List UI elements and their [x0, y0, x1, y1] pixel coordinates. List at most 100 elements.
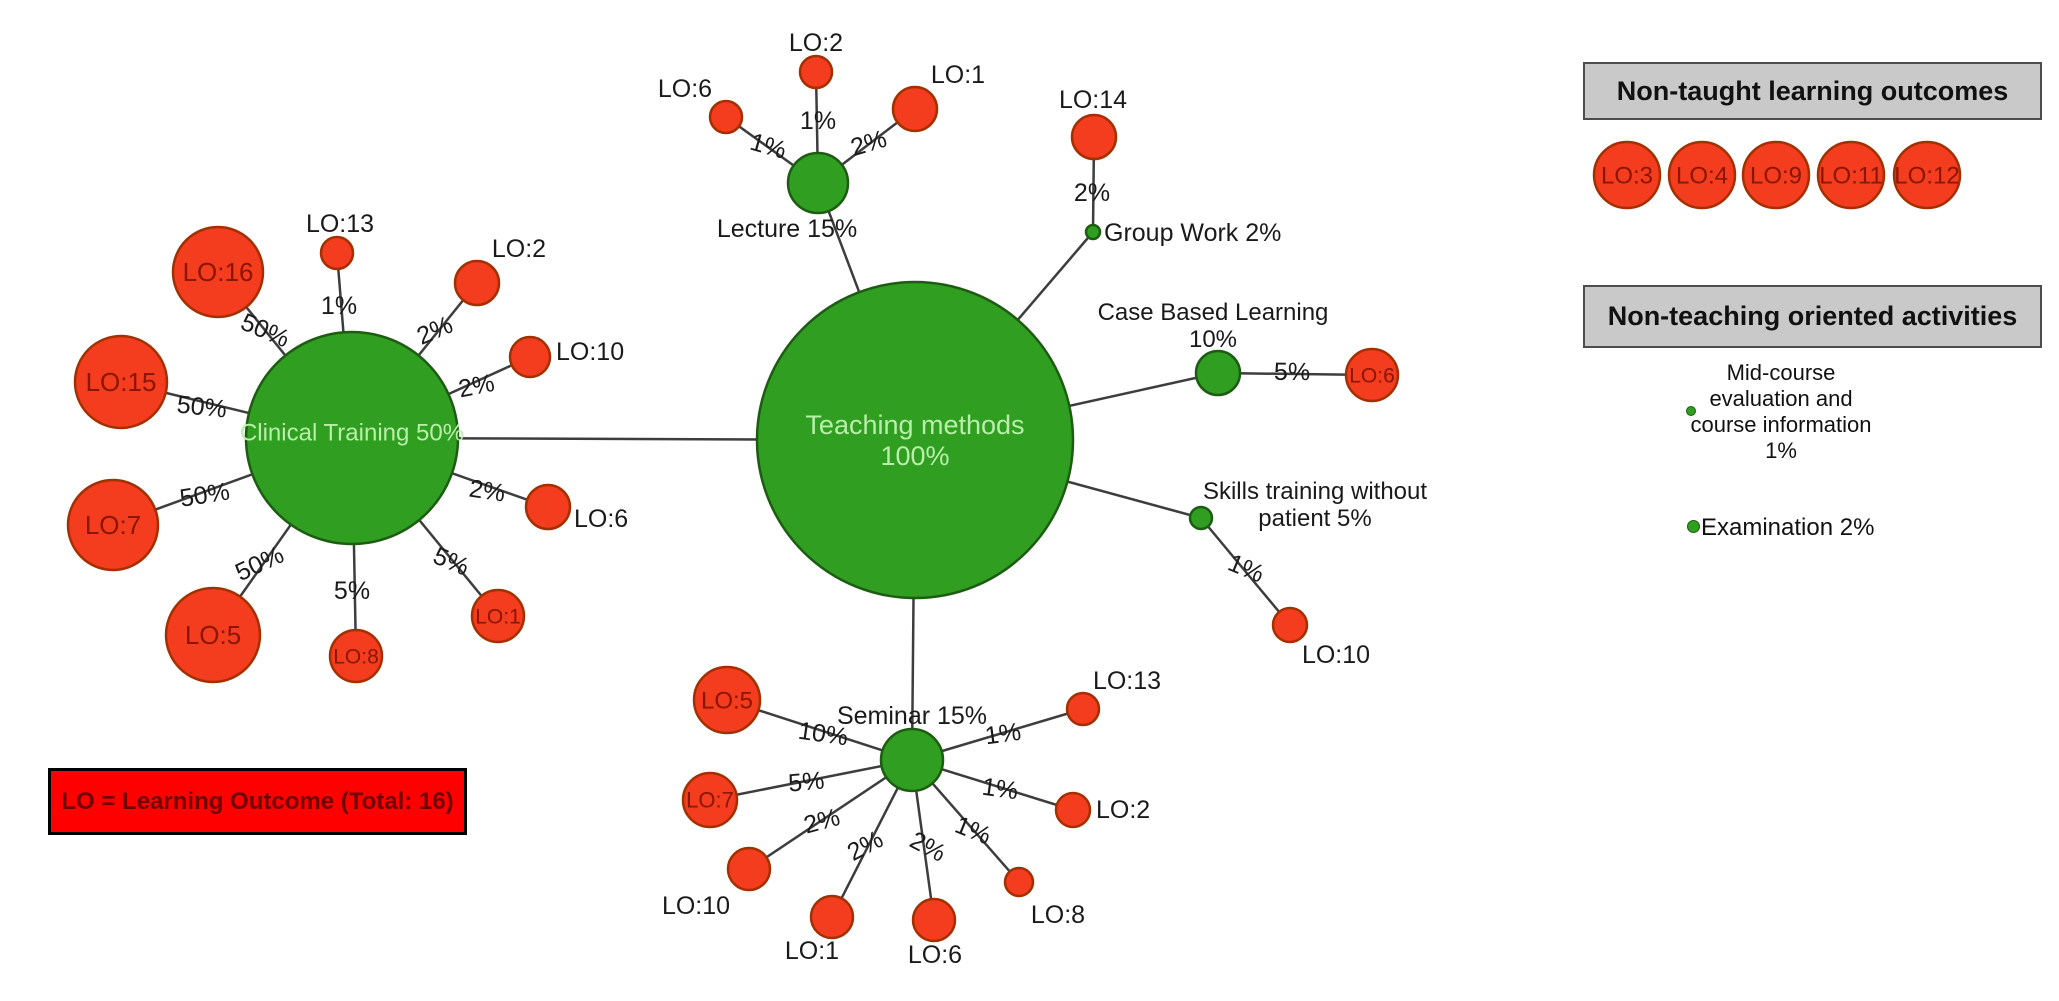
hub-lecture-circle — [786, 151, 850, 215]
l1-label: LO:1 — [931, 61, 985, 89]
satellite-n4-circle — [1667, 140, 1737, 210]
case-label: Case Based Learning 10% — [1098, 299, 1329, 353]
satellite-n11-circle — [1816, 140, 1886, 210]
satellite-n12-circle — [1892, 140, 1962, 210]
hub-seminar-circle — [879, 727, 945, 793]
l6-label: LO:6 — [658, 75, 712, 103]
edge-label-clinical-c6: 2% — [467, 475, 507, 508]
seminar-label: Seminar 15% — [837, 702, 987, 730]
edge-label-seminar-m5: 10% — [796, 717, 849, 752]
edge-label-clinical-c16: 50% — [237, 308, 294, 353]
c2-label: LO:2 — [492, 235, 546, 263]
satellite-g14-circle — [1070, 113, 1118, 161]
satellite-c5-circle — [164, 586, 262, 684]
teaching-label: Teaching methods 100% — [805, 410, 1024, 471]
satellite-c2-circle — [453, 259, 501, 307]
satellite-l1-circle — [891, 85, 939, 133]
satellite-m1-circle — [809, 894, 855, 940]
m6-label: LO:6 — [908, 941, 962, 969]
groupwork-label: Group Work 2% — [1104, 219, 1281, 247]
c5-label: LO:5 — [185, 620, 241, 650]
edge-label-seminar-m8: 1% — [951, 811, 995, 850]
n3-label: LO:3 — [1601, 162, 1653, 189]
mid-course-line-3: course information — [1690, 412, 1872, 437]
hub-clinical-circle — [244, 330, 460, 546]
c1-label: LO:1 — [475, 605, 521, 628]
examination-label: Examination 2% — [1701, 514, 1875, 541]
satellite-c16-circle — [171, 225, 265, 319]
c16-label: LO:16 — [183, 257, 254, 287]
satellite-m5-circle — [692, 665, 762, 735]
satellite-s10-circle — [1271, 606, 1309, 644]
c8-label: LO:8 — [333, 645, 379, 668]
satellite-c8-circle — [328, 628, 384, 684]
satellite-l2-circle — [798, 54, 834, 90]
satellite-m2-circle — [1054, 791, 1092, 829]
satellite-c7-circle — [66, 478, 160, 572]
satellite-l6-circle — [708, 99, 744, 135]
edge-label-clinical-c7: 50% — [178, 477, 232, 512]
satellite-m10-circle — [726, 846, 772, 892]
edge-label-case-k6: 5% — [1274, 358, 1310, 386]
n9-label: LO:9 — [1750, 162, 1802, 189]
l2-label: LO:2 — [789, 29, 843, 57]
clinical-label: Clinical Training 50% — [240, 419, 464, 446]
m2-label: LO:2 — [1096, 796, 1150, 824]
n4-label: LO:4 — [1676, 162, 1728, 189]
c6-label: LO:6 — [574, 505, 628, 533]
edge-label-seminar-m10: 2% — [801, 803, 843, 839]
edge-label-groupwork-g14: 2% — [1074, 179, 1110, 207]
satellite-m8-circle — [1003, 866, 1035, 898]
satellite-m7-circle — [681, 771, 739, 829]
edge-label-clinical-c15: 50% — [175, 390, 228, 423]
c10-label: LO:10 — [556, 338, 624, 366]
edge-seminar-m7 — [709, 758, 913, 802]
mid-course-evaluation-label: Mid-course evaluation and course informa… — [1660, 360, 1902, 464]
edge-label-seminar-m2: 1% — [980, 773, 1020, 806]
edge-label-clinical-c10: 2% — [456, 369, 497, 403]
edge-label-seminar-m1: 2% — [843, 825, 888, 867]
n11-label: LO:11 — [1819, 162, 1883, 189]
g14-label: LO:14 — [1059, 86, 1127, 114]
c7-label: LO:7 — [85, 510, 141, 540]
skills-label: Skills training without patient 5% — [1203, 478, 1427, 532]
edge-label-clinical-c13: 1% — [321, 292, 357, 320]
k6-label: LO:6 — [1349, 364, 1395, 387]
mid-course-line-4: 1% — [1765, 438, 1797, 463]
m10-label: LO:10 — [662, 892, 730, 920]
lo-legend-text: LO = Learning Outcome (Total: 16) — [61, 787, 454, 815]
lo-legend-box: LO = Learning Outcome (Total: 16) — [48, 768, 467, 835]
non-teaching-activities-title: Non-teaching oriented activities — [1607, 301, 2018, 331]
edge-label-lecture-l6: 1% — [747, 128, 789, 165]
edge-label-lecture-l1: 2% — [847, 125, 890, 162]
mid-course-evaluation-dot — [1686, 406, 1696, 416]
satellite-c1-circle — [470, 588, 526, 644]
edge-label-seminar-m6: 2% — [905, 826, 950, 868]
m1-label: LO:1 — [785, 937, 839, 965]
edge-label-seminar-m7: 5% — [787, 767, 825, 798]
edge-label-clinical-c5: 50% — [231, 541, 288, 587]
c13-label: LO:13 — [306, 210, 374, 238]
hub-groupwork-circle — [1084, 223, 1102, 241]
m5-label: LO:5 — [701, 687, 753, 714]
m8-label: LO:8 — [1031, 901, 1085, 929]
satellite-m6-circle — [911, 897, 957, 943]
non-taught-outcomes-title: Non-taught learning outcomes — [1616, 75, 2009, 106]
s10-label: LO:10 — [1302, 641, 1370, 669]
edge-seminar-m10 — [748, 758, 913, 871]
hub-teaching-circle — [755, 280, 1075, 600]
satellite-c10-circle — [508, 335, 552, 379]
satellite-k6-circle — [1344, 347, 1400, 403]
edge-label-seminar-m13: 1% — [983, 718, 1022, 750]
examination-dot — [1687, 520, 1700, 533]
hub-case-circle — [1194, 349, 1242, 397]
satellite-c13-circle — [319, 235, 355, 271]
m7-label: LO:7 — [686, 788, 734, 813]
hub-skills-circle — [1188, 505, 1214, 531]
satellite-c15-circle — [73, 334, 169, 430]
non-taught-outcomes-header: Non-taught learning outcomes — [1583, 62, 2042, 120]
edge-label-clinical-c1: 5% — [429, 542, 473, 582]
c15-label: LO:15 — [86, 367, 157, 397]
